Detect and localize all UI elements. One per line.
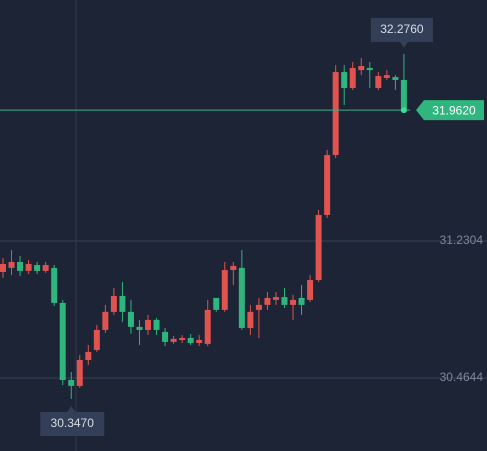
- candle-body: [162, 331, 169, 342]
- candle-body: [281, 297, 288, 305]
- candle-body: [170, 338, 177, 342]
- candle-body: [230, 265, 237, 271]
- high-label-box: [370, 18, 433, 49]
- y-tick-label: 31.2304: [440, 233, 484, 247]
- candle-body: [8, 261, 15, 268]
- candle-body: [25, 263, 32, 271]
- candle-body: [213, 297, 220, 310]
- candle-body: [187, 337, 194, 343]
- y-tick-label: 30.4644: [440, 370, 484, 384]
- candle-body: [119, 295, 126, 312]
- last-price-dot: [400, 107, 407, 114]
- candle-body: [298, 297, 305, 305]
- candle-body: [0, 263, 6, 272]
- candle-body: [68, 380, 75, 386]
- candle-body: [17, 261, 24, 271]
- candle-body: [264, 297, 271, 305]
- candle-body: [358, 65, 365, 71]
- high-label: 32.2760: [380, 22, 424, 36]
- candle-body: [392, 77, 399, 80]
- low-label-box: [40, 405, 105, 436]
- candle-body: [221, 270, 228, 310]
- candle-body: [127, 311, 134, 327]
- candle-body: [93, 329, 100, 350]
- candle-body: [204, 309, 211, 344]
- candle-body: [400, 79, 407, 111]
- candle-body: [196, 339, 203, 343]
- candle-body: [290, 299, 297, 305]
- candle-body: [375, 76, 382, 88]
- candle-body: [85, 351, 92, 360]
- candle-body: [307, 280, 314, 300]
- candle-body: [315, 214, 322, 281]
- candle-body: [76, 359, 83, 386]
- candle-body: [179, 337, 186, 340]
- candle-body: [272, 297, 279, 300]
- candle-body: [145, 319, 152, 330]
- candle-body: [42, 265, 49, 271]
- candle-body: [366, 67, 373, 71]
- candle-body: [255, 304, 262, 310]
- candle-body: [153, 319, 160, 330]
- candle-body: [51, 267, 58, 303]
- candle-body: [59, 302, 66, 381]
- candle-body: [383, 75, 390, 78]
- candle-body: [341, 72, 348, 88]
- candle-body: [247, 311, 254, 328]
- candle-body: [238, 267, 245, 328]
- last-price-tag: [416, 100, 484, 121]
- candle-body: [324, 155, 331, 215]
- candle-body: [34, 265, 41, 271]
- candle-body: [349, 67, 356, 88]
- candle-body: [136, 326, 143, 330]
- candle-body: [332, 72, 339, 156]
- candle-body: [102, 311, 109, 330]
- last-price-label: 31.9620: [432, 103, 476, 117]
- low-label: 30.3470: [51, 416, 95, 430]
- candle-body: [110, 295, 117, 312]
